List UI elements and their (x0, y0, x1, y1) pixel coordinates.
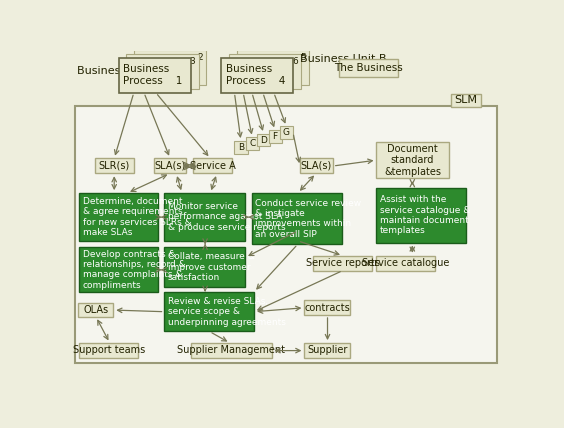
FancyBboxPatch shape (221, 58, 293, 92)
Text: Monitor service
performance against SLA
& produce service reports: Monitor service performance against SLA … (168, 202, 285, 232)
FancyBboxPatch shape (246, 137, 259, 150)
Text: C: C (249, 139, 255, 148)
Text: 3: 3 (190, 56, 195, 65)
Text: Review & revise SLAs,
service scope &
underpinning agreements: Review & revise SLAs, service scope & un… (168, 297, 286, 327)
FancyBboxPatch shape (126, 54, 199, 89)
FancyBboxPatch shape (193, 158, 232, 173)
FancyBboxPatch shape (451, 94, 482, 107)
FancyBboxPatch shape (235, 141, 248, 154)
Text: D: D (260, 136, 267, 145)
FancyBboxPatch shape (313, 256, 372, 270)
FancyBboxPatch shape (75, 106, 497, 363)
FancyBboxPatch shape (118, 58, 191, 92)
FancyBboxPatch shape (79, 247, 158, 292)
FancyBboxPatch shape (257, 134, 270, 146)
FancyBboxPatch shape (305, 300, 350, 315)
Text: OLAs: OLAs (83, 305, 108, 315)
Text: B: B (238, 143, 244, 152)
FancyBboxPatch shape (237, 50, 309, 85)
Text: Assist with the
service catalogue &
maintain document
templates: Assist with the service catalogue & main… (380, 195, 470, 235)
Text: The Business: The Business (334, 62, 403, 73)
FancyBboxPatch shape (377, 256, 435, 270)
Text: Supplier Management: Supplier Management (177, 345, 285, 355)
FancyBboxPatch shape (268, 130, 281, 143)
Text: Support teams: Support teams (73, 345, 145, 355)
Text: Develop contracts &
relationships, record &
manage complaints &
compliments: Develop contracts & relationships, recor… (83, 250, 186, 290)
FancyBboxPatch shape (340, 59, 398, 77)
FancyBboxPatch shape (165, 292, 254, 331)
Text: Supplier: Supplier (307, 345, 347, 355)
Text: Business
Process    4: Business Process 4 (226, 65, 285, 86)
Text: F: F (272, 132, 277, 141)
FancyBboxPatch shape (252, 193, 342, 244)
FancyBboxPatch shape (300, 158, 333, 173)
FancyBboxPatch shape (153, 158, 186, 173)
Text: 6: 6 (292, 56, 298, 65)
Text: Business
Process    1: Business Process 1 (123, 65, 182, 86)
Text: SLM: SLM (455, 95, 478, 105)
FancyBboxPatch shape (95, 158, 134, 173)
Text: Service A: Service A (190, 161, 235, 171)
Text: SLA(s): SLA(s) (301, 161, 332, 171)
FancyBboxPatch shape (165, 247, 245, 287)
Text: SLA(s): SLA(s) (155, 161, 186, 171)
FancyBboxPatch shape (280, 127, 293, 139)
Text: Service catalogue: Service catalogue (362, 258, 450, 268)
Text: G: G (283, 128, 290, 137)
FancyBboxPatch shape (134, 50, 206, 85)
FancyBboxPatch shape (191, 343, 272, 358)
Text: Determine, document
& agree requirements
for new services SLRs &
make SLAs: Determine, document & agree requirements… (83, 197, 192, 237)
Text: contracts: contracts (305, 303, 350, 312)
FancyBboxPatch shape (377, 142, 448, 178)
FancyBboxPatch shape (79, 343, 138, 358)
FancyBboxPatch shape (305, 343, 350, 358)
Text: Business Unit A: Business Unit A (77, 66, 164, 76)
Text: SLR(s): SLR(s) (99, 161, 130, 171)
Text: 2: 2 (197, 53, 203, 62)
Text: Collate, measure &
improve customer
satisfaction: Collate, measure & improve customer sati… (168, 253, 255, 282)
FancyBboxPatch shape (79, 193, 158, 241)
FancyBboxPatch shape (229, 54, 301, 89)
Text: Conduct service review
& instigate
improvements within
an overall SIP: Conduct service review & instigate impro… (255, 199, 362, 239)
FancyBboxPatch shape (78, 303, 113, 317)
Text: Service reports: Service reports (306, 258, 380, 268)
FancyBboxPatch shape (377, 188, 466, 243)
Text: Document
standard
&templates: Document standard &templates (384, 143, 441, 177)
FancyBboxPatch shape (165, 193, 245, 241)
Text: Business Unit B: Business Unit B (300, 54, 386, 64)
Text: 5: 5 (300, 53, 306, 62)
